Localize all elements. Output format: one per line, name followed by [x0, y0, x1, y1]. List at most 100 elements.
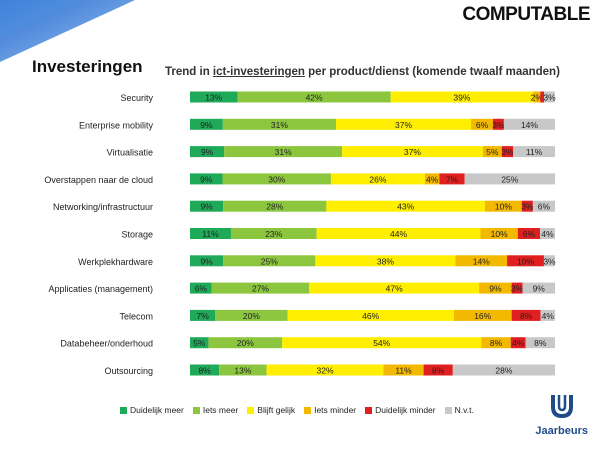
data-label: 3%	[492, 120, 505, 130]
bar-segment	[190, 255, 224, 267]
category-label: Outsourcing	[104, 366, 153, 376]
data-label: 39%	[453, 93, 470, 103]
category-label: Overstappen naar de cloud	[44, 175, 153, 185]
data-label: 47%	[386, 284, 403, 294]
data-label: 8%	[432, 366, 445, 376]
category-label: Werkplekhardware	[78, 257, 153, 267]
bar-segment	[383, 364, 424, 376]
chart-title: Trend in ict-investeringen per product/d…	[165, 66, 560, 78]
bar-segment	[190, 173, 223, 185]
bar-segment	[540, 309, 555, 321]
bar-segment	[423, 364, 453, 376]
data-label: 43%	[397, 202, 414, 212]
category-label: Enterprise mobility	[79, 120, 154, 130]
data-label: 6%	[195, 284, 208, 294]
bar-segment	[211, 282, 310, 294]
bar-segment	[222, 173, 331, 185]
bar-segment	[464, 173, 555, 185]
data-label: 44%	[390, 229, 407, 239]
data-label: 32%	[317, 366, 334, 376]
data-label: 11%	[395, 366, 412, 376]
data-label: 3%	[501, 147, 514, 157]
data-label: 3%	[511, 284, 524, 294]
bar-segment	[525, 337, 555, 349]
data-label: 4%	[542, 311, 555, 321]
bar-segment	[287, 309, 454, 321]
data-label: 9%	[200, 120, 213, 130]
data-label: 5%	[486, 147, 499, 157]
bar-segment	[330, 173, 425, 185]
bar-segment	[342, 146, 483, 158]
data-label: 7%	[197, 311, 210, 321]
legend-label: Iets minder	[314, 405, 357, 415]
data-label: 9%	[201, 147, 214, 157]
bar-segment	[501, 146, 514, 158]
legend-label: Duidelijk meer	[130, 405, 184, 415]
data-label: 5%	[193, 338, 206, 348]
data-label: 54%	[373, 338, 390, 348]
bar-segment	[471, 118, 493, 130]
category-label: Telecom	[119, 311, 153, 321]
bar-segment	[230, 228, 317, 239]
bar-segment	[455, 255, 508, 267]
bar-segment	[190, 200, 224, 212]
bar-segment	[215, 309, 288, 321]
data-label: 4%	[512, 338, 525, 348]
legend-label: Iets meer	[202, 405, 239, 415]
bar-segment	[222, 118, 336, 130]
bar-segment	[480, 228, 518, 239]
bar-segment	[316, 228, 481, 239]
bar-segment	[503, 118, 555, 130]
bar-segment	[543, 255, 555, 267]
data-label: 2%	[531, 93, 544, 103]
legend-item: Duidelijk meer	[120, 405, 184, 415]
category-label: Storage	[121, 230, 153, 240]
data-label: 4%	[426, 174, 439, 184]
bar-segment	[190, 146, 225, 158]
bar-segment	[517, 228, 541, 239]
data-label: 10%	[517, 256, 534, 266]
bar-segment	[190, 228, 231, 239]
category-label: Networking/infrastructuur	[53, 202, 153, 212]
bar-segment	[336, 118, 472, 130]
data-label: 37%	[395, 120, 412, 130]
data-label: 20%	[243, 311, 260, 321]
chart-title-part-3: per product/dienst (komende twaalf maand…	[304, 66, 560, 78]
bar-segment	[223, 200, 327, 212]
data-label: 9%	[200, 174, 213, 184]
bar-segment	[521, 200, 533, 212]
data-label: 4%	[541, 229, 554, 239]
data-label: 14%	[473, 256, 490, 266]
bar-segment	[190, 309, 216, 321]
bar-segment	[513, 146, 555, 158]
data-label: 46%	[362, 311, 379, 321]
jaarbeurs-logo-text: Jaarbeurs	[535, 425, 588, 437]
legend-swatch	[247, 406, 255, 414]
bar-segment	[511, 282, 523, 294]
category-label: Databeheer/onderhoud	[60, 339, 153, 349]
data-label: 8%	[198, 366, 211, 376]
data-label: 11%	[202, 229, 219, 239]
data-label: 42%	[306, 93, 323, 103]
data-label: 6%	[523, 229, 536, 239]
legend-swatch	[120, 406, 127, 414]
bar-segment	[190, 337, 209, 349]
page-title: Investeringen	[32, 57, 143, 76]
bar-segment	[190, 91, 238, 103]
data-label: 7%	[446, 174, 459, 184]
data-label: 27%	[252, 284, 269, 294]
bar-segment	[507, 255, 544, 267]
bar-segment	[223, 255, 316, 267]
data-label: 3%	[521, 202, 534, 212]
legend-swatch	[444, 406, 452, 414]
bar-segment	[190, 364, 220, 376]
bar-segment	[266, 364, 384, 376]
category-label: Virtualisatie	[107, 148, 153, 158]
data-label: 13%	[234, 366, 251, 376]
data-label: 11%	[526, 147, 543, 157]
legend-item: N.v.t.	[444, 405, 474, 415]
bar-segment	[481, 337, 511, 349]
data-label: 8%	[534, 338, 547, 348]
legend-label: N.v.t.	[454, 405, 474, 415]
bar-segment	[224, 146, 343, 158]
